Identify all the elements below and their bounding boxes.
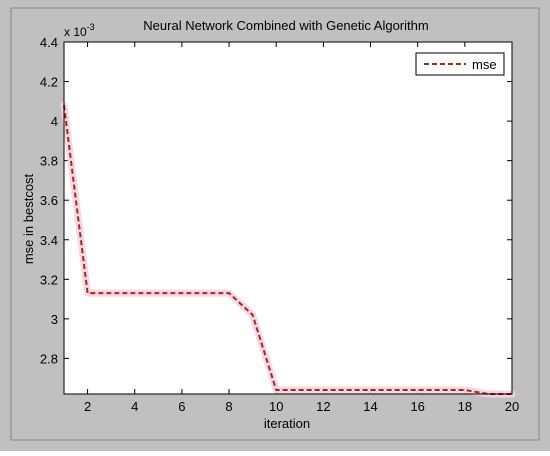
y-axis-label: mse in bestcost [21,173,36,264]
series-layer [60,101,516,398]
x-tick-label: 4 [131,399,138,414]
x-tick-label: 8 [225,399,232,414]
y-tick-label: 4.2 [40,75,58,90]
y-tick-label: 3.8 [40,154,58,169]
y-exponent-label: x 10-3 [64,22,95,39]
y-tick-label: 3 [51,312,58,327]
series-line-mse [63,105,512,395]
x-tick-label: 18 [458,399,472,414]
y-tick-label: 2.8 [40,351,58,366]
y-tick-label: 3.6 [40,193,58,208]
x-tick-label: 20 [505,399,519,414]
plot-frame [63,41,513,395]
x-axis-label: iteration [264,416,310,431]
x-tick-label: 12 [316,399,330,414]
y-tick-label: 3.2 [40,272,58,287]
y-tick-label: 4.4 [40,35,58,50]
x-tick-label: 14 [363,399,377,414]
x-tick-label: 2 [84,399,91,414]
chart-title: Neural Network Combined with Genetic Alg… [143,18,428,33]
y-tick-labels: 2.8 3 3.2 3.4 3.6 3.8 4 4.2 4.4 [40,35,58,366]
figure-border [10,7,540,441]
plot-area [64,42,512,394]
y-tick-label: 4 [51,114,58,129]
x-tick-label: 16 [410,399,424,414]
x-tick-labels: 2 4 6 8 10 12 14 16 18 20 [84,399,519,414]
legend: mse [415,52,505,76]
x-tick-label: 6 [178,399,185,414]
legend-label-mse: mse [472,57,497,72]
x-tick-label: 10 [269,399,283,414]
y-tick-label: 3.4 [40,233,58,248]
